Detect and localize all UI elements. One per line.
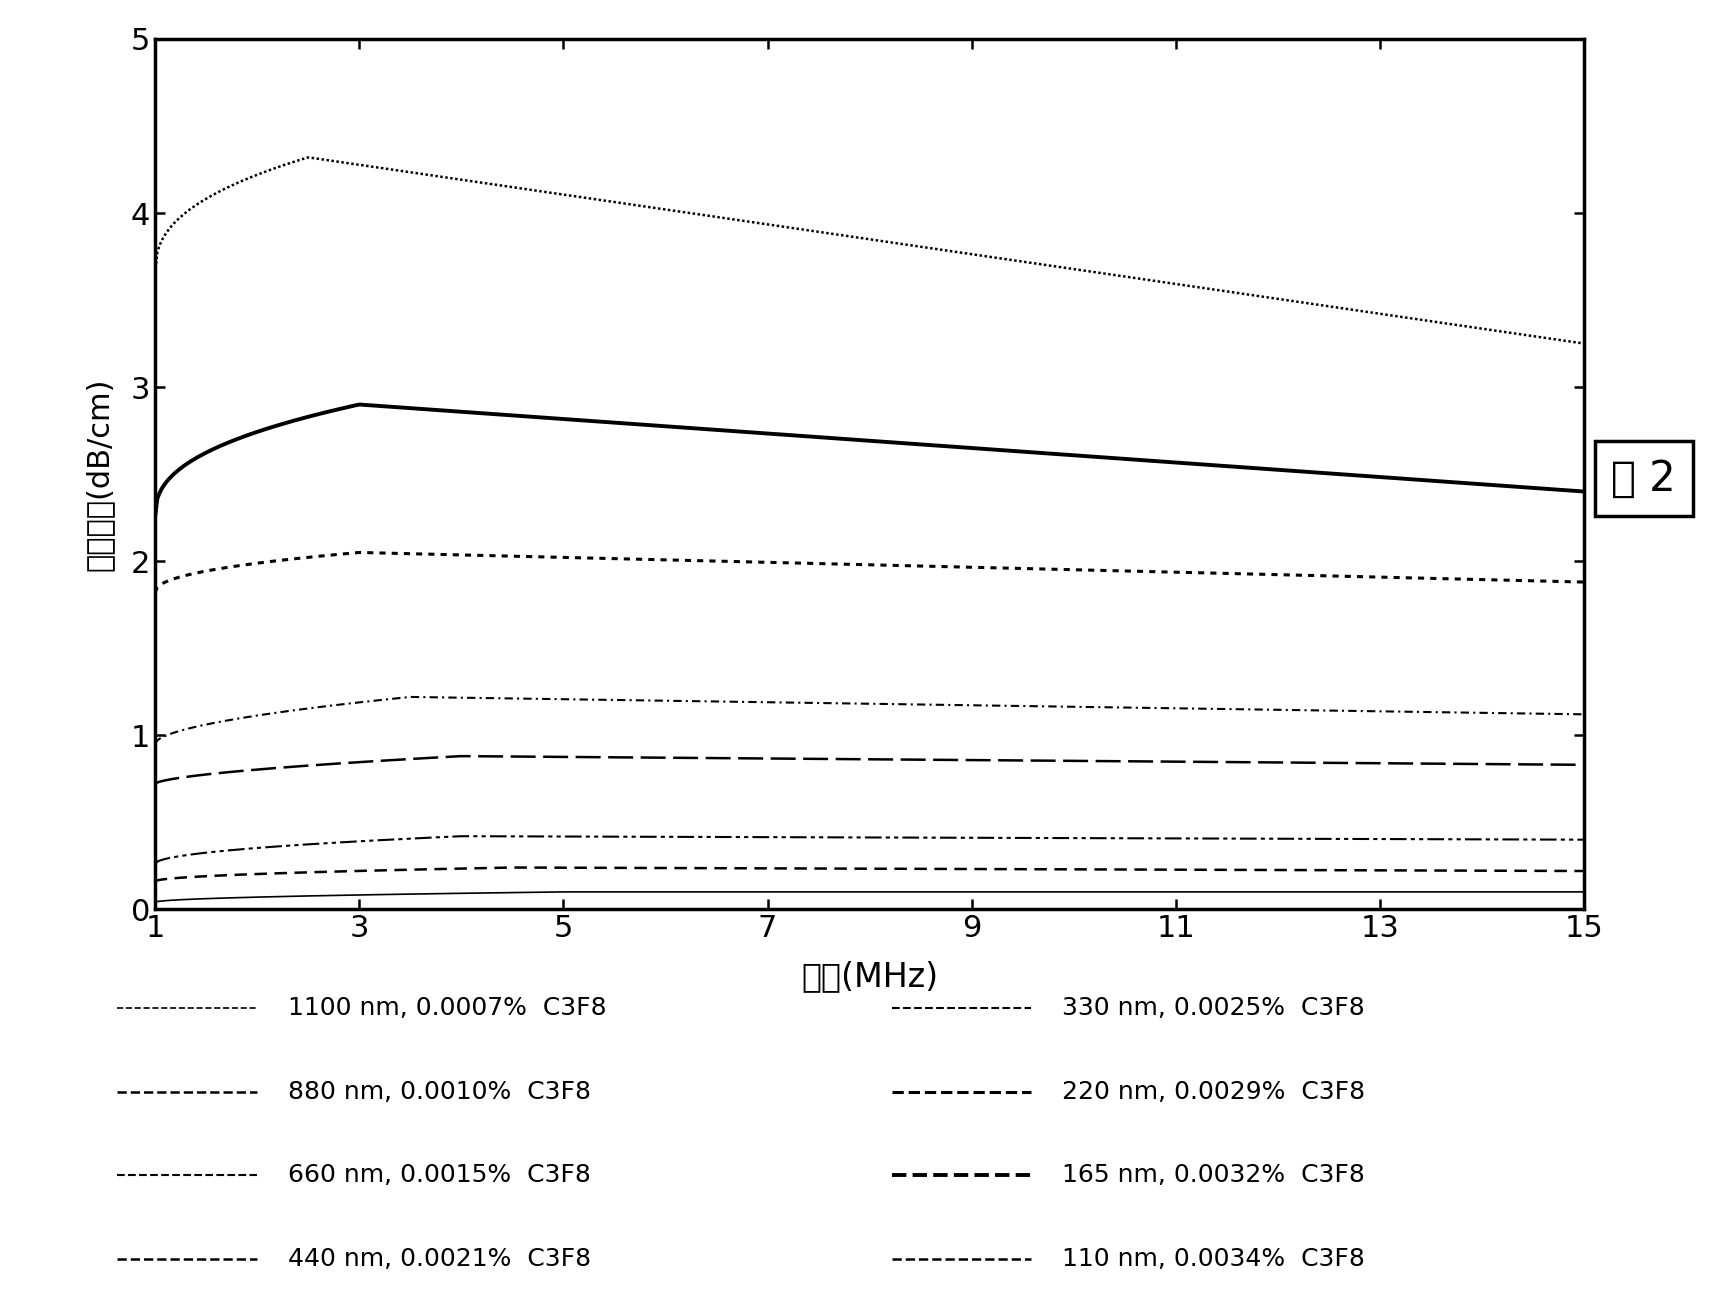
Text: 165 nm, 0.0032%  C3F8: 165 nm, 0.0032% C3F8 [1062, 1164, 1366, 1187]
Text: 1100 nm, 0.0007%  C3F8: 1100 nm, 0.0007% C3F8 [288, 996, 606, 1020]
Text: 880 nm, 0.0010%  C3F8: 880 nm, 0.0010% C3F8 [288, 1079, 591, 1104]
Text: 110 nm, 0.0034%  C3F8: 110 nm, 0.0034% C3F8 [1062, 1247, 1366, 1270]
Text: 660 nm, 0.0015%  C3F8: 660 nm, 0.0015% C3F8 [288, 1164, 591, 1187]
Text: 330 nm, 0.0025%  C3F8: 330 nm, 0.0025% C3F8 [1062, 996, 1366, 1020]
Y-axis label: 衰减系数(dB/cm): 衰减系数(dB/cm) [84, 378, 114, 570]
Text: 220 nm, 0.0029%  C3F8: 220 nm, 0.0029% C3F8 [1062, 1079, 1366, 1104]
Text: 图 2: 图 2 [1612, 457, 1676, 500]
Text: 440 nm, 0.0021%  C3F8: 440 nm, 0.0021% C3F8 [288, 1247, 591, 1270]
X-axis label: 频率(MHz): 频率(MHz) [801, 960, 938, 992]
